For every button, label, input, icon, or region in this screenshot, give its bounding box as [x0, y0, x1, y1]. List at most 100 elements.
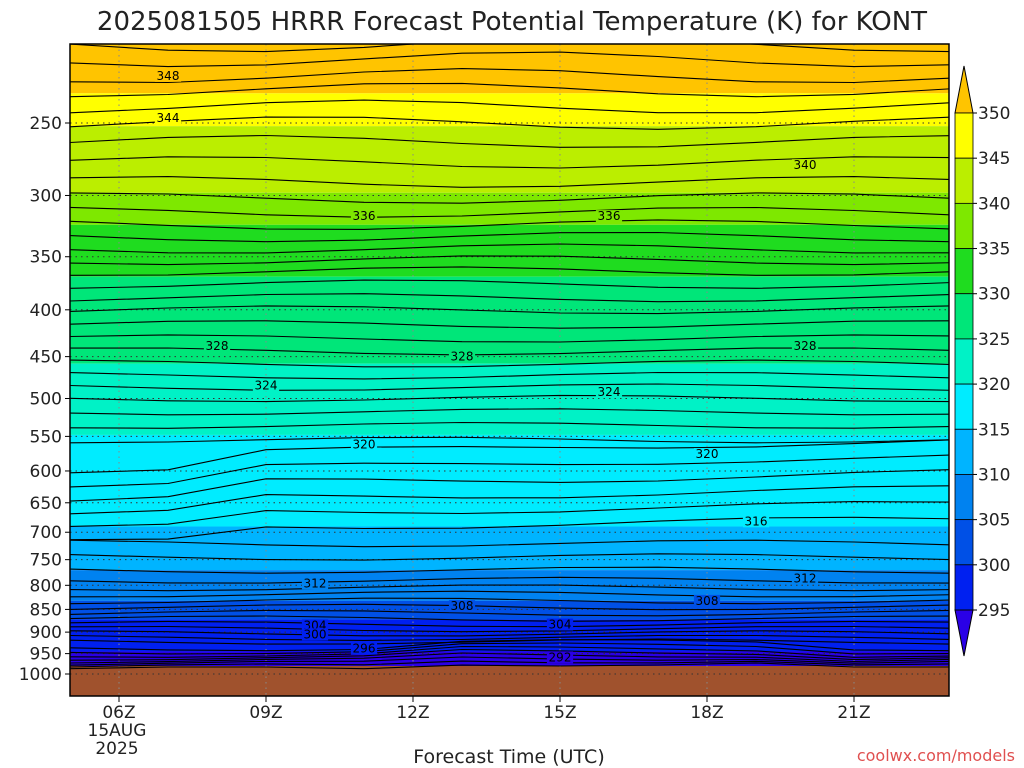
contour-label: 308: [448, 599, 476, 613]
contour-label: 324: [595, 385, 623, 399]
contour-label-bg: [203, 339, 231, 352]
contour-label: 328: [203, 339, 231, 353]
contour-line: [70, 638, 949, 645]
contour-label-text: 320: [696, 447, 719, 461]
color-band-345: [70, 93, 949, 127]
contour-line: [70, 648, 949, 661]
x-axis-label: Forecast Time (UTC): [413, 746, 604, 768]
colorbar-swatch: [954, 293, 974, 340]
colorbar-swatch: [954, 564, 974, 611]
y-axis: 250 300 350 400 450 500 550 600 650 700 750 800 850 9…: [19, 114, 70, 685]
colorbar-tick-label: 350: [978, 104, 1010, 124]
contour-label-text: 336: [598, 209, 621, 223]
contour-line: [70, 243, 949, 254]
contour-line: [70, 116, 949, 130]
contour-line: [70, 156, 949, 169]
colorbar-swatch: [954, 248, 974, 295]
colorbar-tick-label: 300: [978, 556, 1010, 576]
contour-line: [70, 615, 949, 622]
contour-line: [70, 584, 949, 592]
contour-label-bg: [546, 618, 574, 631]
contour-label: 328: [448, 350, 476, 364]
contour-line: [70, 656, 949, 666]
contour-label-bg: [595, 210, 623, 223]
colorbar-swatch: [954, 157, 974, 204]
contour-line: [70, 590, 949, 598]
contour-label-bg: [154, 112, 182, 125]
contour-line: [70, 469, 949, 502]
plot-frame: [69, 43, 950, 697]
contour-line: [70, 279, 949, 289]
y-tick-label: 250: [30, 114, 62, 134]
x-tick-label: 21Z: [837, 703, 870, 723]
contour-line: [70, 516, 949, 541]
contour-line: [70, 421, 949, 429]
contour-label-bg: [693, 594, 721, 607]
colorbar-tick-label: 295: [978, 601, 1010, 621]
contour-line: [70, 383, 949, 391]
contour-line: [70, 51, 949, 68]
colorbar-bottom-arrow: [954, 609, 974, 657]
colorbar-swatch: [954, 202, 974, 249]
contour-line: [70, 620, 949, 628]
contour-line: [70, 266, 949, 276]
contour-label-bg: [252, 379, 280, 392]
y-tick-label: 700: [30, 523, 62, 543]
contour-label: 316: [742, 514, 770, 528]
y-tick-label: 750: [30, 551, 62, 571]
contour-label: 336: [595, 209, 623, 223]
colorbar-tick-label: 310: [978, 465, 1010, 485]
contour-line: [70, 206, 949, 218]
contour-line: [70, 609, 949, 617]
contour-label: 304: [546, 618, 574, 632]
contour-line: [70, 553, 949, 561]
color-band-310: [70, 526, 949, 571]
y-tick-label: 500: [30, 390, 62, 410]
contour-line: [70, 639, 949, 652]
y-tick-label: 900: [30, 623, 62, 643]
contour-label-text: 308: [696, 594, 719, 608]
y-tick-label: 650: [30, 494, 62, 514]
contour-labels: 348 344 340 336 336 328 328 328 324 324 320 320 316 3…: [154, 69, 819, 664]
contour-line: [70, 293, 949, 303]
contour-label-text: 348: [157, 69, 180, 83]
contour-line: [70, 68, 949, 84]
contour-label-bg: [301, 628, 329, 641]
y-tick-label: 350: [30, 248, 62, 268]
y-tick-label: 950: [30, 645, 62, 665]
colorbar-tick-label: 325: [978, 330, 1010, 350]
contour-label: 300: [301, 627, 329, 641]
contour-line: [70, 436, 949, 444]
contour-line: [70, 539, 949, 548]
colorbar-tick-label: 335: [978, 240, 1010, 260]
contour-label-text: 340: [794, 158, 817, 172]
colorbar-swatch: [954, 428, 974, 475]
contour-label-bg: [791, 572, 819, 585]
y-tick-label: 300: [30, 186, 62, 206]
contour-label-bg: [154, 69, 182, 82]
isentrope-contour-lines: [70, 44, 949, 670]
contour-label-bg: [693, 448, 721, 461]
contour-label-text: 320: [353, 437, 376, 451]
contour-line: [70, 645, 949, 658]
y-tick-label: 400: [30, 301, 62, 321]
contour-label-text: 324: [598, 385, 621, 399]
contour-label-text: 324: [255, 379, 278, 393]
contour-label-bg: [448, 350, 476, 363]
y-tick-label: 550: [30, 427, 62, 447]
contour-label-bg: [448, 600, 476, 613]
contour-label-text: 304: [549, 618, 572, 632]
contour-label: 344: [154, 111, 182, 125]
contour-label-text: 336: [353, 209, 376, 223]
contour-label-text: 344: [157, 111, 180, 125]
contour-label: 292: [546, 650, 574, 664]
contour-label-bg: [791, 159, 819, 172]
contour-label: 308: [693, 594, 721, 608]
colorbar-tick-label: 340: [978, 194, 1010, 214]
color-band-350: [70, 44, 949, 94]
colorbar-swatch: [954, 112, 974, 159]
contour-line: [70, 334, 949, 343]
contour-label: 328: [791, 339, 819, 353]
